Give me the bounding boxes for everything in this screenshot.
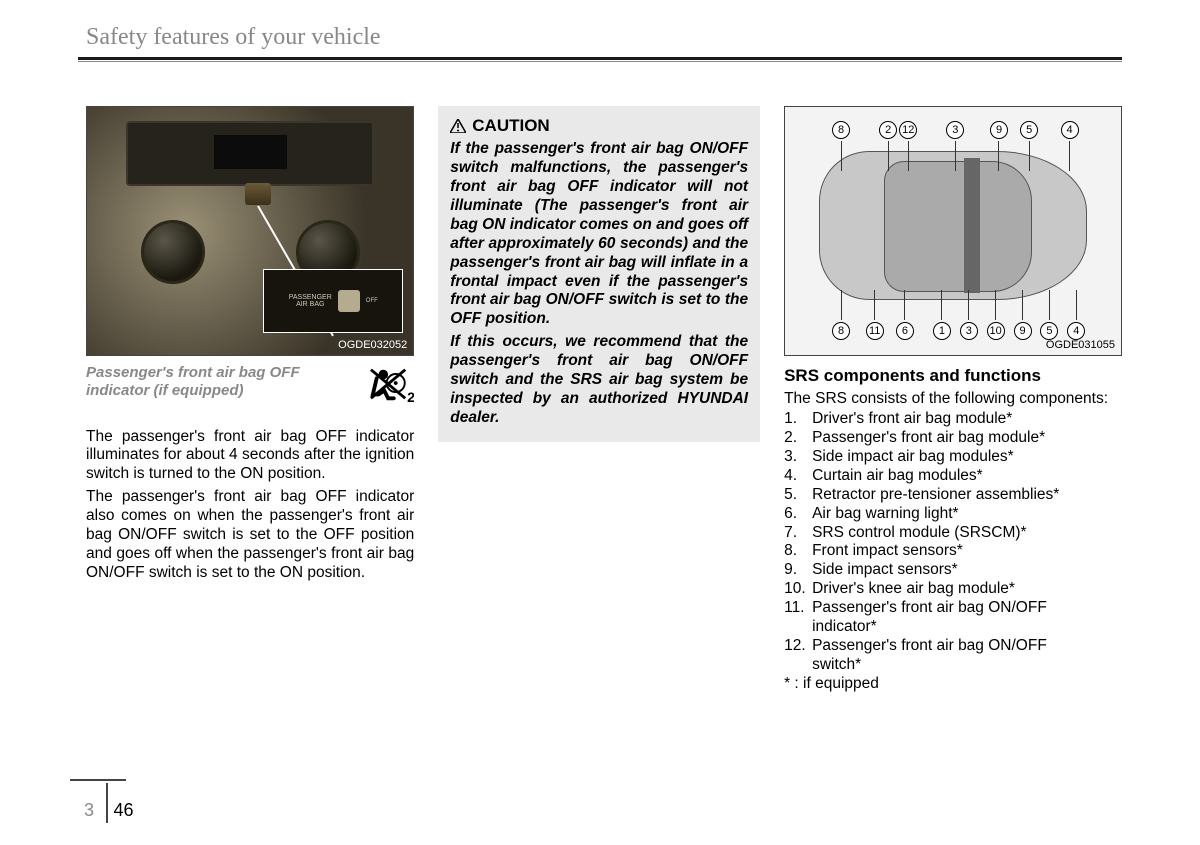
diagram-number: 2	[879, 121, 897, 139]
srs-list-item: 7.SRS control module (SRSCM)*	[784, 524, 1122, 543]
airbag-off-icon	[338, 290, 360, 312]
caution-title: CAUTION	[450, 116, 748, 137]
inset-airbag-indicator: PASSENGER AIR BAG OFF	[263, 269, 403, 333]
figure-srs-diagram: 82123954 81161310954 OGDE031055	[784, 106, 1122, 356]
srs-list-item: 12.Passenger's front air bag ON/OFF	[784, 637, 1122, 656]
knob-left	[141, 220, 205, 284]
srs-list-item: 2.Passenger's front air bag module*	[784, 429, 1122, 448]
warning-triangle-icon	[450, 119, 466, 133]
diagram-number: 1	[933, 322, 951, 340]
diagram-number: 4	[1067, 322, 1085, 340]
body-para-1: The passenger's front air bag OFF indica…	[86, 428, 414, 485]
diagram-number: 5	[1040, 322, 1058, 340]
caution-box: CAUTION If the passenger's front air bag…	[438, 106, 760, 442]
diagram-number: 6	[896, 322, 914, 340]
srs-list-item: 8.Front impact sensors*	[784, 542, 1122, 561]
figure-id: OGDE031055	[1046, 339, 1115, 351]
figure-caption: Passenger's front air bag OFF indicator …	[86, 364, 356, 402]
column-right: 82123954 81161310954 OGDE031055 SRS comp…	[784, 106, 1122, 694]
body-para-2: The passenger's front air bag OFF indica…	[86, 488, 414, 583]
airbag-off-large-icon: 2	[366, 364, 414, 406]
car-outline	[819, 151, 1088, 300]
srs-list-item: 5.Retractor pre-tensioner assemblies*	[784, 486, 1122, 505]
diagram-number: 12	[899, 121, 917, 139]
diagram-number: 11	[866, 322, 884, 340]
diagram-number: 3	[960, 322, 978, 340]
page-number-value: 46	[114, 800, 134, 823]
figure-id: OGDE032052	[338, 339, 407, 351]
diagram-number: 4	[1061, 121, 1079, 139]
srs-list-item: 3.Side impact air bag modules*	[784, 448, 1122, 467]
srs-list-item: 6.Air bag warning light*	[784, 505, 1122, 524]
rule-thick	[78, 57, 1122, 60]
column-middle: CAUTION If the passenger's front air bag…	[438, 106, 760, 694]
diagram-number: 5	[1020, 121, 1038, 139]
inset-off: OFF	[366, 298, 378, 304]
page-num-divider	[106, 783, 108, 823]
srs-list: 1.Driver's front air bag module*2.Passen…	[784, 410, 1122, 694]
srs-list-item: 4.Curtain air bag modules*	[784, 467, 1122, 486]
chapter-number: 3	[78, 800, 100, 823]
inset-label: PASSENGER AIR BAG	[289, 294, 332, 308]
page-number: 3 46	[78, 783, 134, 823]
content-columns: PASSENGER AIR BAG OFF OGDE032052 Passeng…	[0, 62, 1200, 694]
srs-list-item: 1.Driver's front air bag module*	[784, 410, 1122, 429]
figure-dashboard: PASSENGER AIR BAG OFF OGDE032052	[86, 106, 414, 356]
srs-footnote: * : if equipped	[784, 675, 1122, 694]
diagram-number: 8	[832, 121, 850, 139]
caution-para-1: If the passenger's front air bag ON/OFF …	[450, 140, 748, 329]
hazard-button	[245, 183, 271, 205]
srs-list-item: 11.Passenger's front air bag ON/OFF	[784, 599, 1122, 618]
diagram-number: 3	[946, 121, 964, 139]
srs-list-item: 9.Side impact sensors*	[784, 561, 1122, 580]
diagram-number: 10	[987, 322, 1005, 340]
srs-list-item: 10.Driver's knee air bag module*	[784, 580, 1122, 599]
caption-row: Passenger's front air bag OFF indicator …	[86, 364, 414, 406]
srs-list-item-cont: switch*	[784, 656, 1122, 675]
diagram-number: 9	[1014, 322, 1032, 340]
caution-title-text: CAUTION	[472, 116, 549, 137]
svg-text:2: 2	[407, 390, 414, 404]
column-left: PASSENGER AIR BAG OFF OGDE032052 Passeng…	[86, 106, 414, 694]
srs-list-item-cont: indicator*	[784, 618, 1122, 637]
srs-heading: SRS components and functions	[784, 366, 1122, 386]
srs-intro: The SRS consists of the following compon…	[784, 390, 1122, 409]
diagram-number: 9	[990, 121, 1008, 139]
diagram-number: 8	[832, 322, 850, 340]
caution-para-2: If this occurs, we recommend that the pa…	[450, 333, 748, 428]
page-header: Safety features of your vehicle	[0, 24, 1200, 57]
dash-screen	[126, 121, 374, 185]
